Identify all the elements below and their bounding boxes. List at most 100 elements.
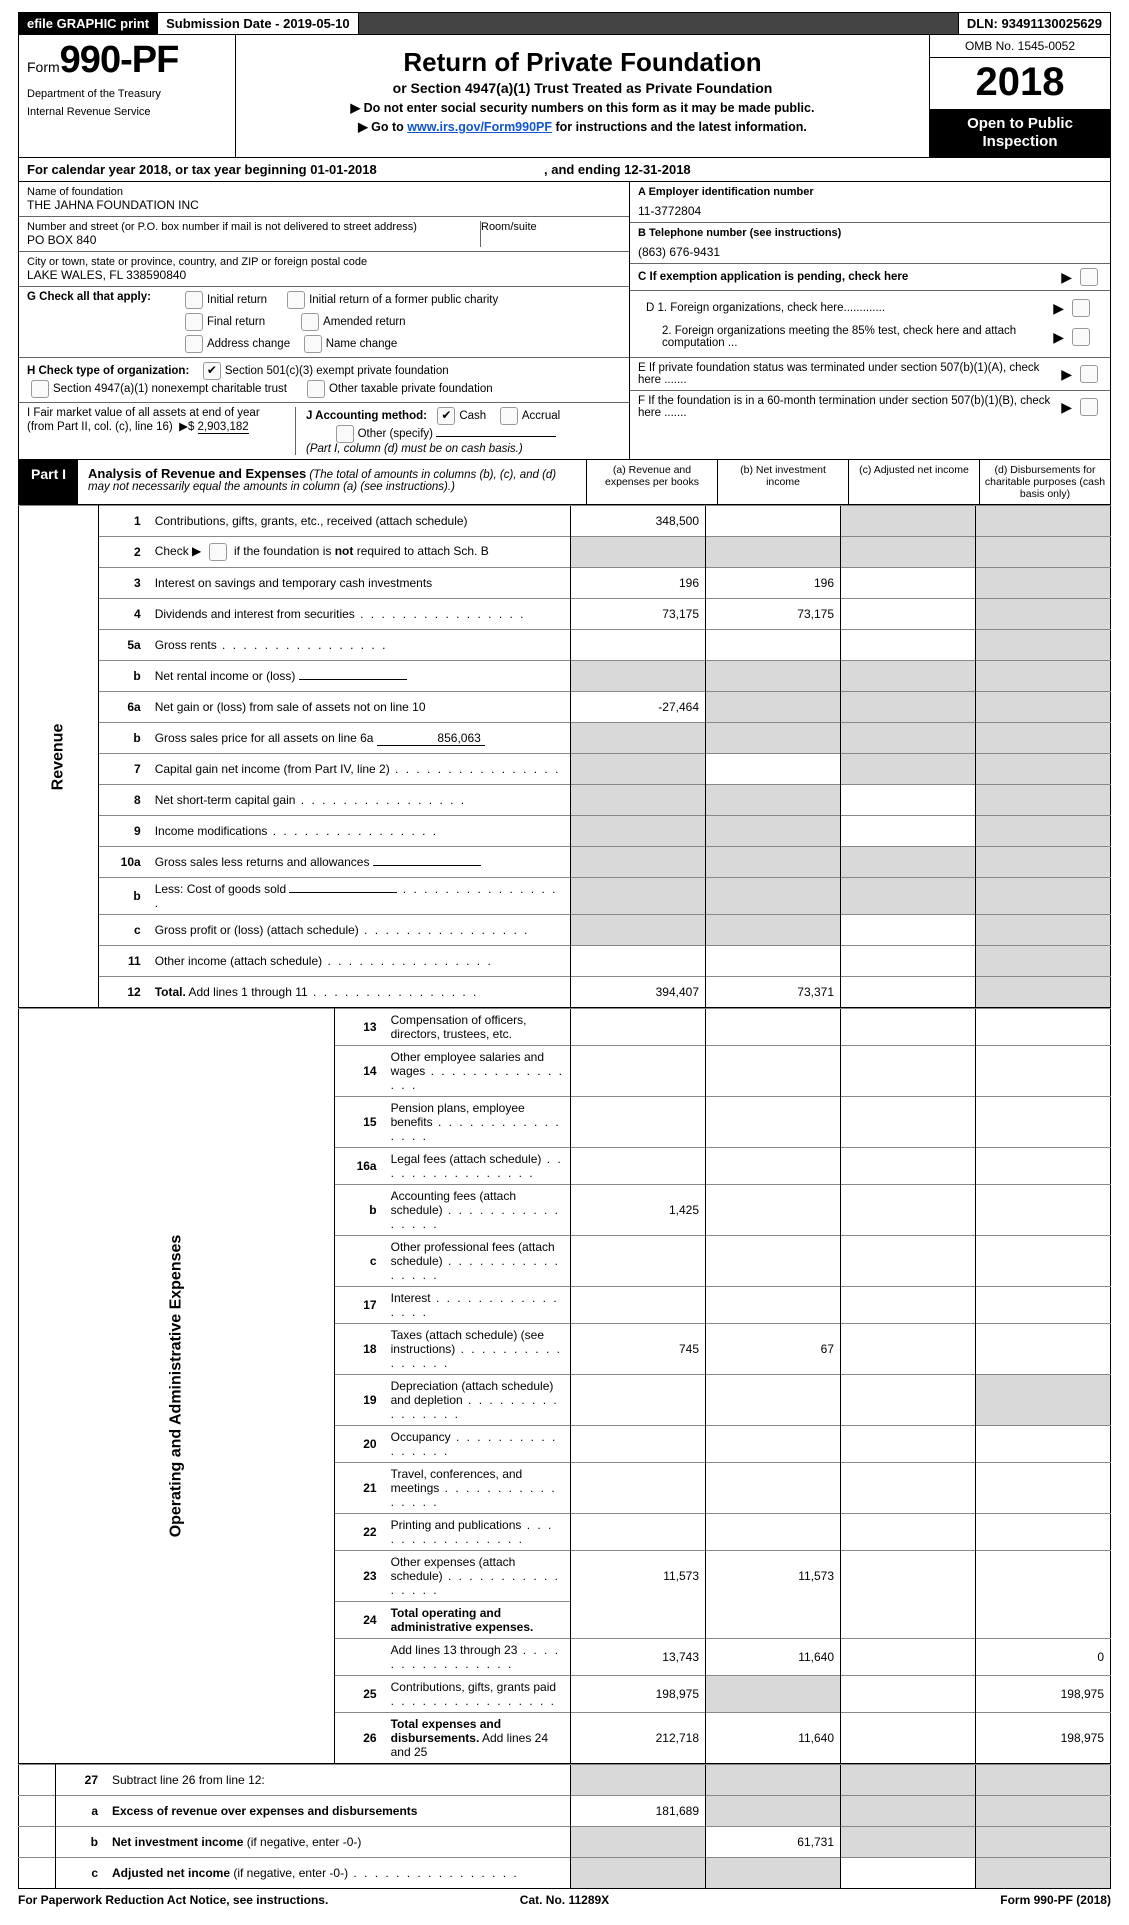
row-label: Adjusted net income (if negative, enter … (106, 1858, 571, 1889)
form-title: Return of Private Foundation (248, 47, 917, 78)
checkbox-final-return[interactable] (185, 313, 203, 331)
form-number-block: Form990-PF Department of the Treasury In… (19, 35, 236, 157)
box-h: H Check type of organization: Section 50… (19, 358, 629, 403)
row-label: Contributions, gifts, grants paid (385, 1676, 571, 1713)
row-number (334, 1639, 385, 1676)
row-number: 21 (334, 1463, 385, 1514)
row-number: 24 (334, 1602, 385, 1639)
row-number: 26 (334, 1713, 385, 1764)
footer-mid: Cat. No. 11289X (382, 1893, 746, 1907)
part1-label: Part I (19, 460, 78, 504)
calendar-year-line: For calendar year 2018, or tax year begi… (18, 158, 1111, 182)
checkbox-initial-return[interactable] (185, 291, 203, 309)
omb-number: OMB No. 1545-0052 (930, 35, 1110, 58)
checkbox-4947[interactable] (31, 380, 49, 398)
checkbox-501c3[interactable] (203, 362, 221, 380)
row-label: Check ▶ if the foundation is not require… (149, 537, 571, 568)
box-c: C If exemption application is pending, c… (638, 271, 1057, 283)
submission-date: Submission Date - 2019-05-10 (158, 13, 359, 34)
row-label: Net investment income (if negative, ente… (106, 1827, 571, 1858)
row-number: 12 (98, 977, 149, 1008)
row-number: b (98, 661, 149, 692)
box-i: I Fair market value of all assets at end… (27, 407, 296, 455)
checkbox-d1[interactable] (1072, 299, 1090, 317)
checkbox-d2[interactable] (1072, 328, 1090, 346)
box-d1: D 1. Foreign organizations, check here..… (646, 302, 1049, 314)
row-number: 18 (334, 1324, 385, 1375)
warning-line: ▶ Do not enter social security numbers o… (248, 100, 917, 115)
checkbox-sch-b[interactable] (209, 543, 227, 561)
irs-link[interactable]: www.irs.gov/Form990PF (407, 120, 552, 134)
row-number: c (98, 915, 149, 946)
checkbox-addr-change[interactable] (185, 335, 203, 353)
form-header: Form990-PF Department of the Treasury In… (18, 35, 1111, 158)
checkbox-e[interactable] (1080, 365, 1098, 383)
row-number: b (98, 878, 149, 915)
inline-amount (373, 865, 481, 866)
row-number: c (56, 1858, 107, 1889)
col-a-hdr: (a) Revenue and expenses per books (586, 460, 717, 504)
checkbox-accrual[interactable] (500, 407, 518, 425)
row-label: Gross sales less returns and allowances (149, 847, 571, 878)
dept-treasury: Department of the Treasury (27, 88, 227, 100)
part1-title: Analysis of Revenue and Expenses (88, 466, 306, 481)
checkbox-amended[interactable] (301, 313, 319, 331)
city-value: LAKE WALES, FL 338590840 (27, 268, 621, 282)
checkbox-other-method[interactable] (336, 425, 354, 443)
col-b-hdr: (b) Net investment income (717, 460, 848, 504)
row-label: Travel, conferences, and meetings (385, 1463, 571, 1514)
checkbox-initial-former[interactable] (287, 291, 305, 309)
col-d-hdr: (d) Disbursements for charitable purpose… (979, 460, 1110, 504)
row-label: Total. Add lines 1 through 11 (149, 977, 571, 1008)
checkbox-name-change[interactable] (304, 335, 322, 353)
row-label: Accounting fees (attach schedule) (385, 1185, 571, 1236)
checkbox-f[interactable] (1080, 398, 1098, 416)
fmv-value: 2,903,182 (198, 421, 249, 434)
row-label: Pension plans, employee benefits (385, 1097, 571, 1148)
efile-tag: efile GRAPHIC print (19, 13, 158, 34)
row-number: 23 (334, 1551, 385, 1602)
page-footer: For Paperwork Reduction Act Notice, see … (18, 1889, 1111, 1907)
box-d2: 2. Foreign organizations meeting the 85%… (662, 325, 1049, 349)
row-number: b (334, 1185, 385, 1236)
dept-irs: Internal Revenue Service (27, 106, 227, 118)
checkbox-c[interactable] (1080, 268, 1098, 286)
open-inspection: Open to Public Inspection (930, 109, 1110, 157)
row-label: Gross rents (149, 630, 571, 661)
row-label: Net gain or (loss) from sale of assets n… (149, 692, 571, 723)
topbar-spacer (359, 13, 959, 34)
addr-value: PO BOX 840 (27, 233, 480, 247)
row-label: Net short-term capital gain (149, 785, 571, 816)
row-label: Less: Cost of goods sold (149, 878, 571, 915)
row-label: Net rental income or (loss) (149, 661, 571, 692)
form-prefix: Form (27, 59, 60, 75)
row-number: 7 (98, 754, 149, 785)
phone-label: B Telephone number (see instructions) (638, 227, 1102, 239)
addr-label: Number and street (or P.O. box number if… (27, 221, 480, 233)
row-label: Depreciation (attach schedule) and deple… (385, 1375, 571, 1426)
inline-amount: 856,063 (377, 731, 485, 746)
row-label: Total operating and administrative expen… (385, 1602, 571, 1639)
expense-table: Operating and Administrative Expenses 13… (18, 1008, 1111, 1764)
row-label: Other expenses (attach schedule) (385, 1551, 571, 1602)
row-label: Total expenses and disbursements. Add li… (385, 1713, 571, 1764)
row-number: 2 (98, 537, 149, 568)
inline-amount (299, 679, 407, 680)
part1-header: Part I Analysis of Revenue and Expenses … (18, 460, 1111, 505)
row-label: Subtract line 26 from line 12: (106, 1765, 571, 1796)
row-label: Interest (385, 1287, 571, 1324)
row-label: Occupancy (385, 1426, 571, 1463)
checkbox-other-taxable[interactable] (307, 380, 325, 398)
box-e: E If private foundation status was termi… (638, 362, 1057, 386)
row-number: 25 (334, 1676, 385, 1713)
row-number: 14 (334, 1046, 385, 1097)
goto-line: ▶ Go to www.irs.gov/Form990PF for instru… (248, 119, 917, 134)
footer-left: For Paperwork Reduction Act Notice, see … (18, 1893, 382, 1907)
identity-block: Name of foundation THE JAHNA FOUNDATION … (18, 182, 1111, 460)
row-label: Taxes (attach schedule) (see instruction… (385, 1324, 571, 1375)
checkbox-cash[interactable] (437, 407, 455, 425)
row-label: Other professional fees (attach schedule… (385, 1236, 571, 1287)
city-label: City or town, state or province, country… (27, 256, 621, 268)
row-label: Compensation of officers, directors, tru… (385, 1009, 571, 1046)
footer-right: Form 990-PF (2018) (747, 1893, 1111, 1907)
